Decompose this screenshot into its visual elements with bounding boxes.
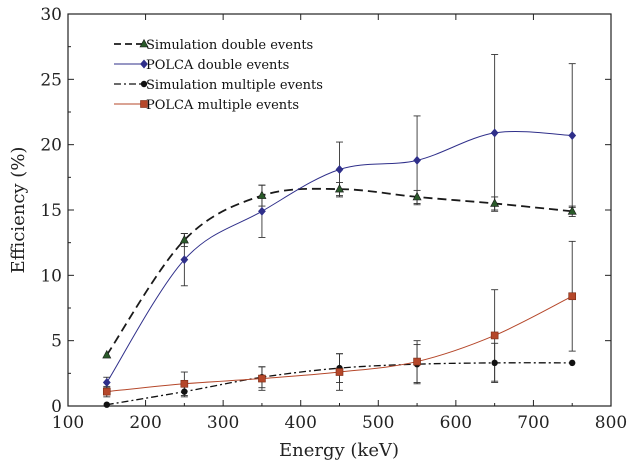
series-1-point	[102, 349, 112, 359]
series-3-point	[181, 388, 188, 395]
y-tick-label: 25	[40, 70, 62, 90]
series-4-point	[102, 387, 111, 396]
series-4-point	[258, 374, 266, 383]
series-1-point	[335, 183, 344, 193]
series-1-point	[412, 191, 422, 201]
series-3-point	[491, 359, 498, 367]
x-tick-label: 500	[362, 413, 394, 433]
legend-swatch-marker	[140, 100, 148, 108]
x-tick-label: 300	[207, 413, 239, 433]
y-tick-label: 5	[51, 332, 62, 352]
x-tick-label: 200	[129, 413, 161, 433]
series-4-point	[413, 357, 421, 366]
axis-ticks: 100 200 300 400 500 600 700 800 0 5 10 15 20 25 30	[40, 5, 627, 433]
series-4-point	[335, 368, 344, 376]
series-2-point	[335, 165, 344, 174]
series-2-point	[258, 206, 266, 216]
series-1-point	[179, 234, 189, 244]
legend-label: POLCA double events	[146, 58, 289, 73]
series-markers	[102, 128, 577, 408]
y-tick-label: 30	[40, 5, 62, 25]
series-1-line	[106, 187, 573, 356]
legend-label: POLCA multiple events	[146, 98, 299, 113]
legend-swatch-marker	[140, 80, 148, 88]
series-2-point	[490, 128, 499, 138]
y-tick-label: 20	[40, 136, 62, 156]
legend-swatch-marker	[139, 38, 149, 48]
y-tick-label: 10	[40, 266, 62, 286]
y-tick-label: 15	[40, 201, 62, 221]
series-2-point	[180, 255, 189, 265]
series-2-point	[102, 378, 111, 387]
series-3-point	[569, 359, 576, 367]
legend-swatch-marker	[140, 59, 148, 69]
x-tick-label: 400	[284, 413, 316, 433]
series-3-point	[103, 401, 110, 408]
series-1-point	[490, 198, 500, 207]
x-axis-label: Energy (keV)	[279, 440, 399, 461]
x-tick-label: 100	[52, 413, 84, 433]
legend-label: Simulation multiple events	[146, 78, 323, 93]
series-1-point	[257, 190, 267, 199]
y-tick-label: 0	[51, 397, 62, 417]
series-4-point	[568, 292, 577, 301]
series-1-point	[567, 206, 577, 215]
x-tick-label: 700	[517, 413, 549, 433]
x-tick-label: 800	[595, 413, 627, 433]
series-2-point	[413, 155, 421, 165]
legend: Simulation double events POLCA double eve…	[114, 38, 323, 113]
y-axis-label: Efficiency (%)	[8, 147, 29, 274]
series-2-point	[568, 131, 577, 140]
legend-label: Simulation double events	[146, 38, 313, 53]
x-tick-label: 600	[440, 413, 472, 433]
series-4-point	[490, 331, 499, 340]
series-4-point	[180, 379, 189, 388]
